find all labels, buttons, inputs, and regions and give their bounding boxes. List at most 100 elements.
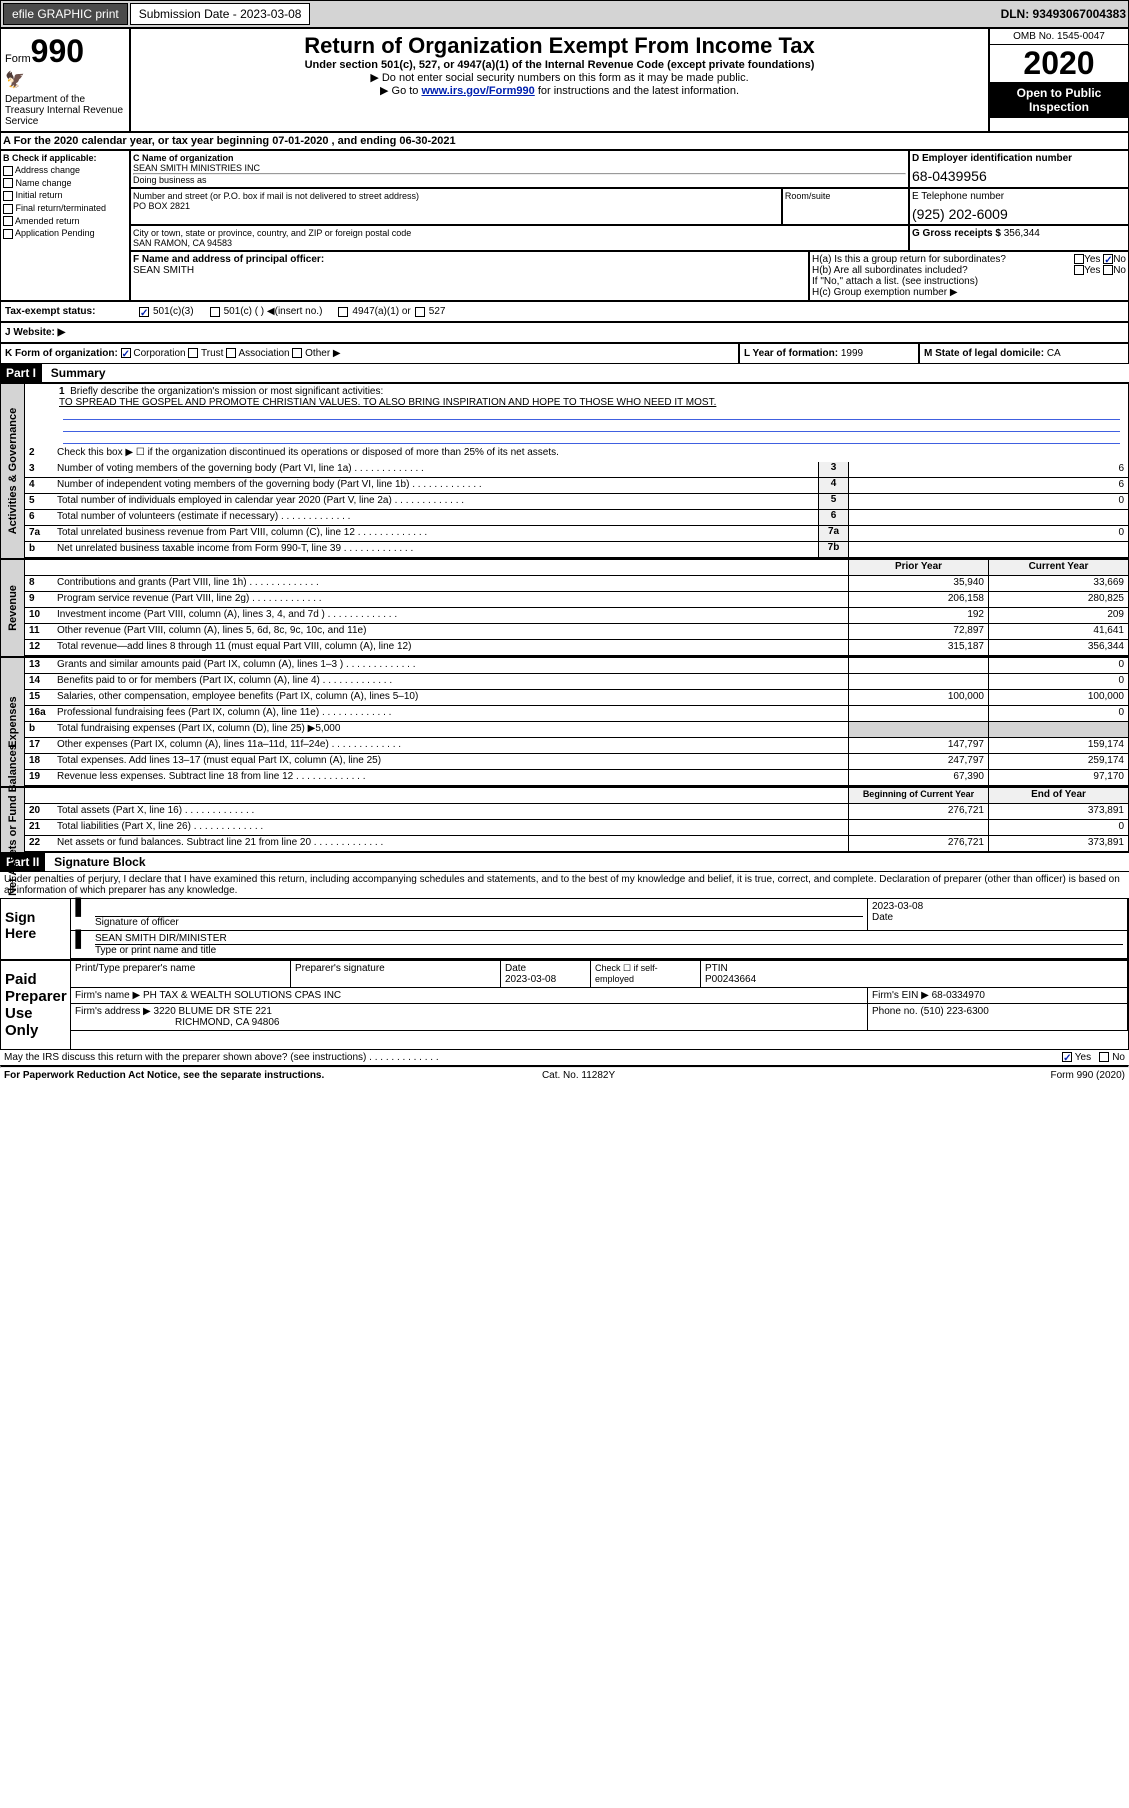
line-21: Total liabilities (Part X, line 26): [55, 820, 848, 835]
discuss-row: May the IRS discuss this return with the…: [0, 1050, 1129, 1065]
cb-addr[interactable]: Address change: [3, 165, 127, 176]
box-d: D Employer identification number 68-0439…: [909, 150, 1129, 188]
hb-note: If "No," attach a list. (see instruction…: [812, 276, 1126, 287]
officer-name: SEAN SMITH: [133, 265, 806, 276]
room-label: Room/suite: [785, 191, 906, 201]
tax-year-row: A For the 2020 calendar year, or tax yea…: [0, 132, 1129, 150]
perjury-declaration: Under penalties of perjury, I declare th…: [0, 872, 1129, 898]
cb-assoc[interactable]: [226, 348, 236, 358]
cat-no: Cat. No. 11282Y: [542, 1070, 615, 1081]
prep-sig-label: Preparer's signature: [291, 961, 501, 987]
phone-label: E Telephone number: [912, 191, 1126, 202]
net-assets-section: Net Assets or Fund Balances Beginning of…: [0, 787, 1129, 853]
cb-corp[interactable]: [121, 348, 131, 358]
hc-row: H(c) Group exemption number ▶: [812, 287, 1126, 298]
expenses-section: Expenses 13Grants and similar amounts pa…: [0, 657, 1129, 787]
cb-other[interactable]: [292, 348, 302, 358]
topbar: efile GRAPHIC print Submission Date - 20…: [0, 0, 1129, 28]
revenue-section: Revenue Prior YearCurrent Year 8Contribu…: [0, 559, 1129, 657]
form-id-box: Form990 🦅 Department of the Treasury Int…: [0, 28, 130, 132]
goto-post: for instructions and the latest informat…: [535, 85, 739, 97]
dln: DLN: 93493067004383: [1001, 7, 1126, 21]
efile-print-button[interactable]: efile GRAPHIC print: [3, 3, 128, 25]
sign-arrow-icon: ▌: [71, 931, 91, 958]
org-name-label: C Name of organization: [133, 153, 906, 163]
line-10: Investment income (Part VIII, column (A)…: [55, 608, 848, 623]
line-15: Salaries, other compensation, employee b…: [55, 690, 848, 705]
tax-year: 2020: [990, 45, 1128, 82]
cb-trust[interactable]: [188, 348, 198, 358]
line-9: Program service revenue (Part VIII, line…: [55, 592, 848, 607]
omb-number: OMB No. 1545-0047: [990, 29, 1128, 45]
phone-value: (925) 202-6009: [912, 206, 1126, 222]
sig-date-val: 2023-03-08: [872, 901, 1123, 912]
line-16b: Total fundraising expenses (Part IX, col…: [55, 722, 848, 737]
website-row: J Website: ▶: [0, 322, 1129, 343]
part2-header: Part II Signature Block: [0, 853, 1129, 872]
part1-header: Part I Summary: [0, 364, 1129, 383]
line-13: Grants and similar amounts paid (Part IX…: [55, 658, 848, 673]
cb-final[interactable]: Final return/terminated: [3, 203, 127, 214]
cb-501c3[interactable]: [139, 307, 149, 317]
box-k: K Form of organization: Corporation Trus…: [0, 343, 739, 364]
line-22: Net assets or fund balances. Subtract li…: [55, 836, 848, 851]
pra-notice: For Paperwork Reduction Act Notice, see …: [4, 1070, 324, 1081]
street-label: Number and street (or P.O. box if mail i…: [133, 191, 779, 201]
ha-row: H(a) Is this a group return for subordin…: [812, 254, 1126, 265]
side-revenue: Revenue: [7, 585, 19, 631]
irs-link[interactable]: www.irs.gov/Form990: [421, 85, 534, 97]
ssn-warning: ▶ Do not enter social security numbers o…: [135, 71, 984, 84]
self-emp-check[interactable]: Check ☐ if self-employed: [591, 961, 701, 987]
cb-discuss-no[interactable]: [1099, 1052, 1109, 1062]
goto-pre: ▶ Go to: [380, 85, 421, 97]
cb-init[interactable]: Initial return: [3, 190, 127, 201]
line-19: Revenue less expenses. Subtract line 18 …: [55, 770, 848, 785]
line-5: Total number of individuals employed in …: [55, 494, 818, 509]
paid-preparer-block: Paid Preparer Use Only Print/Type prepar…: [0, 960, 1129, 1050]
org-name: SEAN SMITH MINISTRIES INC: [133, 163, 906, 173]
box-h: H(a) Is this a group return for subordin…: [809, 251, 1129, 301]
submission-date: Submission Date - 2023-03-08: [130, 3, 311, 25]
goto-line: ▶ Go to www.irs.gov/Form990 for instruct…: [135, 84, 984, 97]
box-m: M State of legal domicile: CA: [919, 343, 1129, 364]
dba-label: Doing business as: [133, 175, 906, 185]
cb-app[interactable]: Application Pending: [3, 228, 127, 239]
signer-name: SEAN SMITH DIR/MINISTER: [95, 933, 1123, 945]
form-number: 990: [31, 33, 84, 69]
col-cdef: C Name of organization SEAN SMITH MINIST…: [130, 150, 1129, 301]
cb-527[interactable]: [415, 307, 425, 317]
box-b-label: B Check if applicable:: [3, 153, 127, 163]
form-title: Return of Organization Exempt From Incom…: [135, 33, 984, 59]
box-c-street: Number and street (or P.O. box if mail i…: [130, 188, 782, 225]
gross-label: G Gross receipts $: [912, 228, 1001, 239]
street-value: PO BOX 2821: [133, 201, 779, 211]
line-16a: Professional fundraising fees (Part IX, …: [55, 706, 848, 721]
form-title-box: Return of Organization Exempt From Incom…: [130, 28, 989, 132]
box-c-city: City or town, state or province, country…: [130, 225, 909, 251]
cb-name[interactable]: Name change: [3, 178, 127, 189]
cb-501c[interactable]: [210, 307, 220, 317]
open-public: Open to Public Inspection: [990, 82, 1128, 118]
line-4: Number of independent voting members of …: [55, 478, 818, 493]
box-b: B Check if applicable: Address change Na…: [0, 150, 130, 301]
gross-value: 356,344: [1004, 228, 1040, 239]
box-c-name: C Name of organization SEAN SMITH MINIST…: [130, 150, 909, 188]
side-netassets: Net Assets or Fund Balances: [7, 744, 19, 896]
dept-label: Department of the Treasury Internal Reve…: [5, 94, 125, 127]
line-6: Total number of volunteers (estimate if …: [55, 510, 818, 525]
box-l: L Year of formation: 1999: [739, 343, 919, 364]
line-12: Total revenue—add lines 8 through 11 (mu…: [55, 640, 848, 655]
cb-amend[interactable]: Amended return: [3, 216, 127, 227]
cb-discuss-yes[interactable]: [1062, 1052, 1072, 1062]
cb-4947[interactable]: [338, 307, 348, 317]
box-g: G Gross receipts $ 356,344: [909, 225, 1129, 251]
box-c-room: Room/suite: [782, 188, 909, 225]
line-18: Total expenses. Add lines 13–17 (must eq…: [55, 754, 848, 769]
mission-text: TO SPREAD THE GOSPEL AND PROMOTE CHRISTI…: [59, 397, 716, 408]
sig-date-label: Date: [872, 912, 1123, 923]
footer-row: For Paperwork Reduction Act Notice, see …: [0, 1068, 1129, 1083]
activities-governance-section: Activities & Governance 1 Briefly descri…: [0, 383, 1129, 559]
line-14: Benefits paid to or for members (Part IX…: [55, 674, 848, 689]
sig-officer-label: Signature of officer: [95, 917, 863, 928]
form-header: Form990 🦅 Department of the Treasury Int…: [0, 28, 1129, 132]
